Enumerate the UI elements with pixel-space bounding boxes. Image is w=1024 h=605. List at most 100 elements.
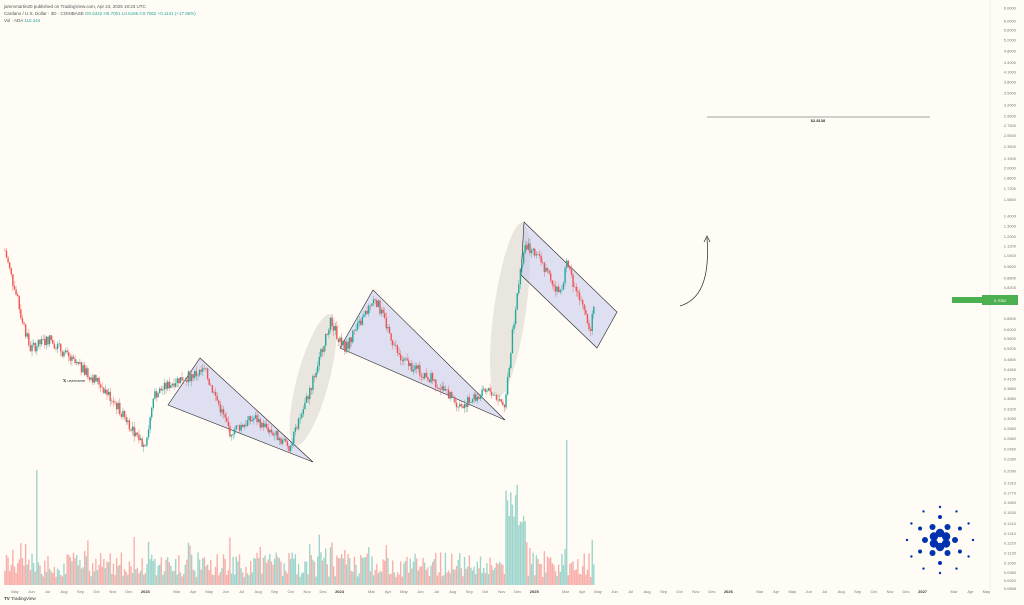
candle-body [423,373,426,379]
candle-body [559,290,561,293]
candle-body [550,273,552,281]
volume-bar [80,568,83,585]
candle-body [348,337,351,349]
candle-body [24,324,27,337]
volume-bar [360,554,362,585]
volume-bar [390,573,392,585]
price-tick-label: 1.4000 [1004,213,1017,218]
candle-body [414,365,416,370]
price-tick-label: 0.3580 [1004,396,1017,401]
candle-body [585,310,587,315]
candle-body [366,310,368,314]
price-tick-label: 1.8600 [1004,175,1017,180]
candle-body [379,300,381,314]
candle-body [221,409,223,413]
price-tick-label: 0.8800 [1004,276,1017,281]
volume-bar [497,564,499,585]
candle-body [160,388,162,391]
candle-body [249,416,252,422]
volume-bar [151,554,153,585]
candle-body [227,421,230,427]
candle-body [350,337,352,343]
candle-body [321,349,324,352]
candle-body [558,286,560,293]
volume-bar [428,576,431,585]
price-tick-label: 1.1200 [1004,243,1017,248]
volume-bar [189,545,191,585]
candle-body [5,250,8,258]
volume-bar [40,573,43,585]
volume-bar [508,515,510,585]
candle-body [206,368,209,379]
volume-bar [68,554,70,585]
volume-bar [76,554,78,585]
time-tick-label: Apr [773,589,780,594]
volume-bar [476,561,479,585]
price-tick-label: 3.8000 [1004,80,1017,85]
candle-body [277,430,279,441]
volume-bar [42,576,44,585]
candle-body [112,400,115,403]
volume-bar [551,563,554,585]
volume-bar [521,522,523,585]
candle-body [591,313,593,331]
candle-body [107,391,110,395]
time-tick-label: Jun [611,589,617,594]
time-tick-label: Aug [255,589,262,594]
volume-label: Vol · ADA [4,18,24,23]
volume-bar [117,565,119,585]
volume-bar [352,571,354,585]
candle-body [253,418,255,421]
candle-body [336,325,338,339]
volume-bar [206,564,209,585]
volume-bar [321,560,324,585]
candle-body [257,419,260,423]
candle-body [567,260,569,268]
volume-bar [342,558,344,585]
tv-icon: TV [4,596,10,601]
volume-bar [112,563,115,585]
volume-bar [484,573,486,585]
volume-bar [376,563,378,585]
volume-bar [235,556,238,585]
volume-bar [500,563,502,585]
candle-body [162,389,164,391]
logo-dot [922,567,925,570]
volume-bar [518,525,520,585]
volume-bar [66,554,68,585]
volume-bar [243,576,245,585]
candle-body [411,363,413,372]
volume-bar [331,542,333,585]
volume-bar [77,565,80,585]
symbol-title[interactable]: Cardano / U.S. Dollar · 3D · COINBASE [4,11,84,16]
volume-bar [435,552,437,585]
volume-bar [293,558,295,585]
candle-body [28,333,30,346]
candle-body [398,353,400,355]
time-tick-label: May [400,589,408,594]
candle-body [360,320,362,325]
volume-bar [240,568,242,585]
time-axis[interactable]: May Jun Jul Aug Sep Oct Nov Dec 2023 Mar Apr May Jun… [11,589,990,594]
volume-bar [187,542,190,585]
candle-body [374,299,376,301]
candle-body [192,374,194,378]
volume-bar [15,572,17,585]
volume-bar [272,564,274,585]
candle-body [294,427,297,432]
candle-body [293,431,295,444]
volume-bar [344,549,346,585]
volume-bar [241,572,244,585]
price-axis[interactable]: 6.6000 6.0000 5.6000 5.2000 4.8000 4.4000 4.10… [1004,6,1017,591]
volume-bar [559,571,561,585]
volume-bar [265,562,268,585]
volume-bar [61,576,64,585]
logo-dot [957,526,962,531]
volume-bar [591,539,593,585]
candle-body [478,397,480,399]
candle-body [29,345,32,352]
volume-bar [345,564,348,585]
logo-dot [938,505,942,509]
candle-body [157,393,159,398]
